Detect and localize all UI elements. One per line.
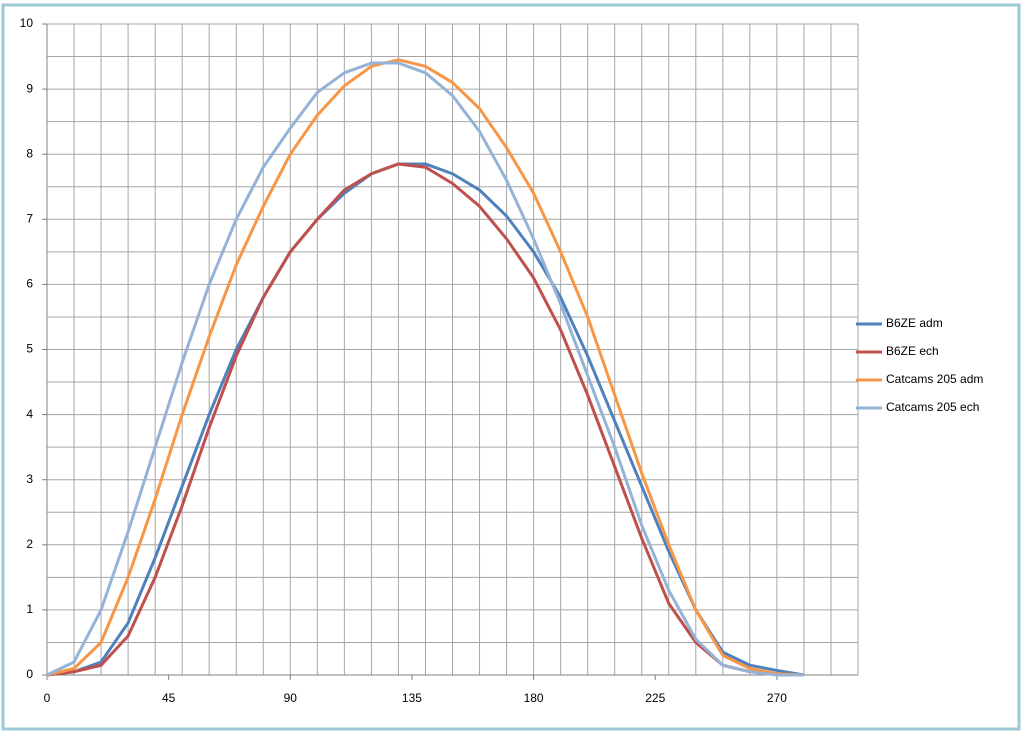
- legend-label: B6ZE adm: [886, 316, 943, 330]
- y-tick-label: 2: [26, 537, 33, 551]
- x-tick-label: 135: [402, 691, 422, 705]
- x-tick-label: 225: [645, 691, 665, 705]
- y-tick-label: 9: [26, 81, 33, 95]
- y-tick-label: 10: [20, 16, 34, 30]
- series-line: [46, 162, 805, 677]
- y-tick-label: 0: [26, 667, 33, 681]
- x-tick-label: 0: [44, 691, 51, 705]
- y-tick-label: 5: [26, 342, 33, 356]
- x-tick-label: 180: [524, 691, 544, 705]
- legend-label: Catcams 205 ech: [886, 400, 979, 414]
- x-tick-label: 90: [284, 691, 298, 705]
- series-line: [46, 61, 804, 677]
- y-tick-label: 3: [26, 472, 33, 486]
- series-line: [46, 162, 805, 677]
- chart-frame: [1, 3, 1021, 731]
- y-tick-label: 7: [26, 211, 33, 225]
- legend-label: Catcams 205 adm: [886, 372, 983, 386]
- y-tick-label: 1: [26, 602, 33, 616]
- legend-label: B6ZE ech: [886, 344, 939, 358]
- x-tick-label: 270: [767, 691, 787, 705]
- x-tick-label: 45: [162, 691, 176, 705]
- y-tick-label: 6: [26, 277, 33, 291]
- series-line: [46, 58, 805, 677]
- y-tick-label: 4: [26, 407, 33, 421]
- y-tick-label: 8: [26, 146, 33, 160]
